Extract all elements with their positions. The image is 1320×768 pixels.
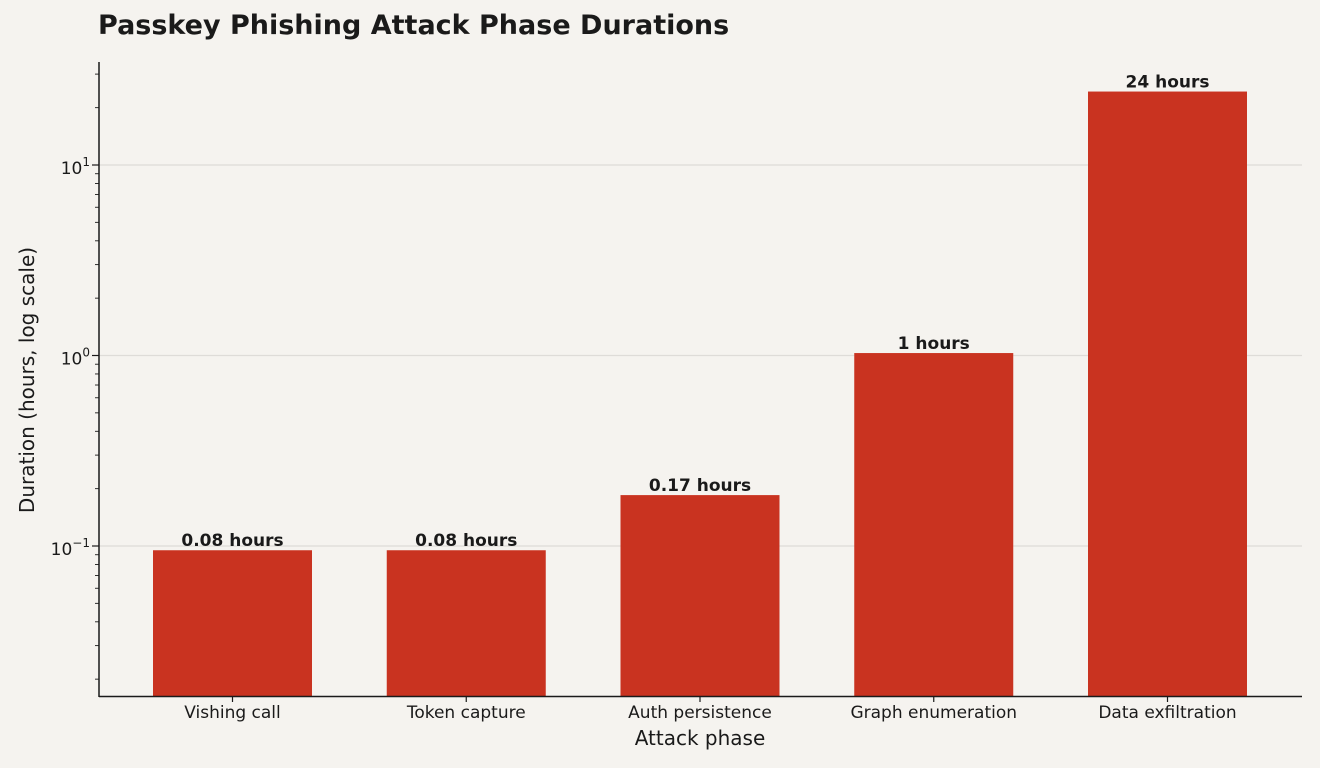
bar-value-label: 0.08 hours xyxy=(181,531,283,551)
x-tick-label: Data exfiltration xyxy=(1098,703,1236,723)
bar xyxy=(386,550,546,696)
x-tick-label: Vishing call xyxy=(184,703,281,723)
bar-value-label: 24 hours xyxy=(1126,73,1210,93)
y-ticks: 10−1 100 101 xyxy=(51,73,99,680)
data-labels: 0.08 hours 0.08 hours 0.17 hours 1 hours 24 … xyxy=(181,73,1209,552)
y-axis-label: Duration (hours, log scale) xyxy=(15,247,39,513)
bar xyxy=(153,550,312,696)
bar xyxy=(620,495,780,696)
x-tick-label: Graph enumeration xyxy=(850,703,1017,723)
bar-value-label: 0.08 hours xyxy=(415,531,517,551)
y-tick-label: 101 xyxy=(61,155,90,179)
x-tick-label: Auth persistence xyxy=(628,703,772,723)
chart-title: Passkey Phishing Attack Phase Durations xyxy=(98,10,730,41)
bar-value-label: 0.17 hours xyxy=(649,476,751,496)
y-tick-label: 10−1 xyxy=(51,536,90,560)
bar xyxy=(854,353,1014,696)
bar-value-label: 1 hours xyxy=(898,334,970,354)
bars xyxy=(153,91,1247,697)
x-axis-label: Attack phase xyxy=(635,726,766,750)
y-tick-label: 100 xyxy=(61,346,90,370)
x-tick-label: Token capture xyxy=(406,703,526,723)
bar xyxy=(1088,91,1247,697)
x-ticks: Vishing call Token capture Auth persistenc… xyxy=(184,696,1237,723)
